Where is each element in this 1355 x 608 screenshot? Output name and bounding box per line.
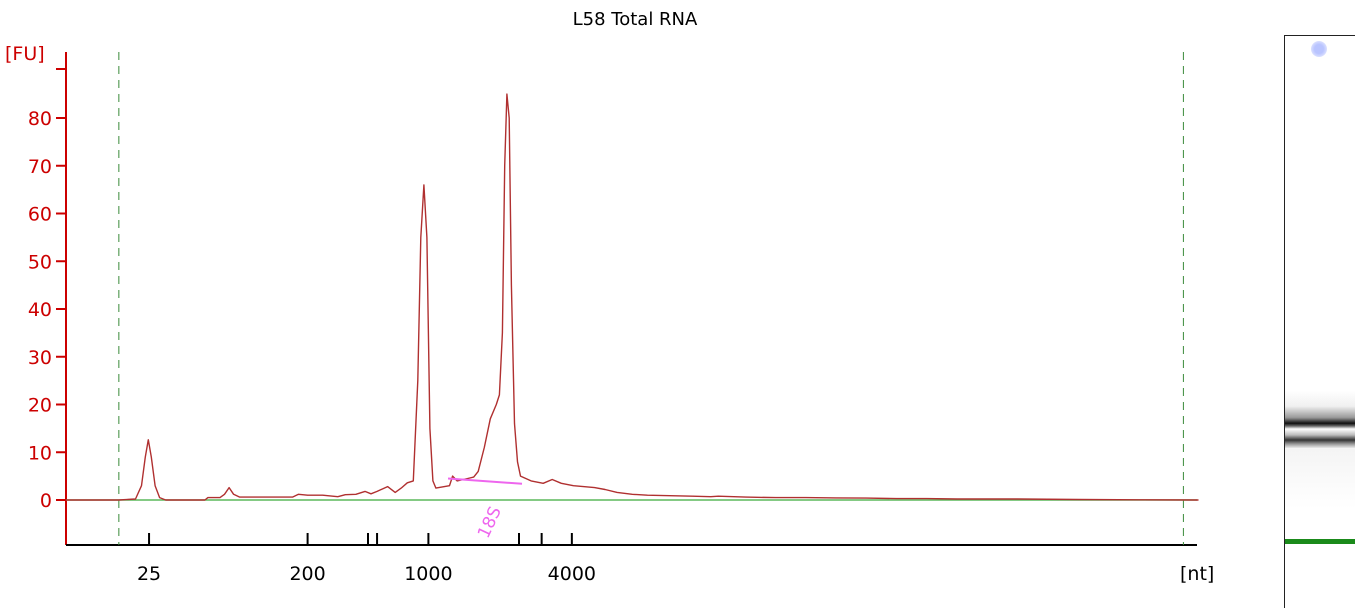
x-tick-label-1000: 1000: [404, 563, 452, 585]
chart-title: L58 Total RNA: [573, 9, 698, 30]
gel-band-faint: [1285, 449, 1355, 509]
gel-marker-band: [1285, 539, 1355, 544]
y-tick-label-40: 40: [28, 299, 52, 321]
peak-baseline-segment: [447, 477, 523, 485]
x-axis-unit-label: [nt]: [1180, 563, 1214, 585]
y-tick-label-20: 20: [28, 395, 52, 417]
x-tick-label-4000: 4000: [548, 563, 596, 585]
gel-band-lower: [1285, 429, 1355, 449]
gel-band-upper: [1285, 391, 1355, 429]
x-tick-label-25: 25: [137, 563, 161, 585]
gel-lane-image: [1284, 35, 1355, 608]
y-axis-unit-label: [FU]: [5, 43, 45, 65]
y-tick-label-10: 10: [28, 442, 52, 464]
y-tick-label-0: 0: [40, 490, 52, 512]
gel-well-dot: [1311, 41, 1327, 57]
plot-area: 0 10 20 30 40 50 60 70 80 25 200 1000 4000 18S: [28, 52, 1199, 585]
y-tick-label-50: 50: [28, 251, 52, 273]
y-tick-label-70: 70: [28, 156, 52, 178]
x-tick-label-200: 200: [289, 563, 325, 585]
peak-label-18s: 18S: [474, 504, 506, 542]
y-tick-label-80: 80: [28, 108, 52, 130]
series-trace: [66, 93, 1199, 501]
y-tick-label-30: 30: [28, 347, 52, 369]
y-tick-label-60: 60: [28, 204, 52, 226]
